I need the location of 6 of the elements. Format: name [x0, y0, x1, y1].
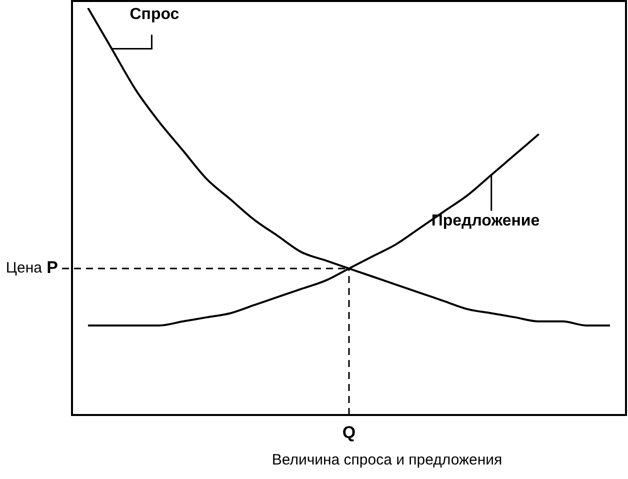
text: Q [342, 423, 356, 442]
x-axis-title: Величина спроса и предложения [272, 452, 502, 469]
legend-label: Предложение [431, 212, 540, 230]
ref-line-label: P [46, 258, 58, 278]
y-axis-title: Цена [6, 260, 43, 277]
series-label: Спрос [130, 6, 180, 24]
